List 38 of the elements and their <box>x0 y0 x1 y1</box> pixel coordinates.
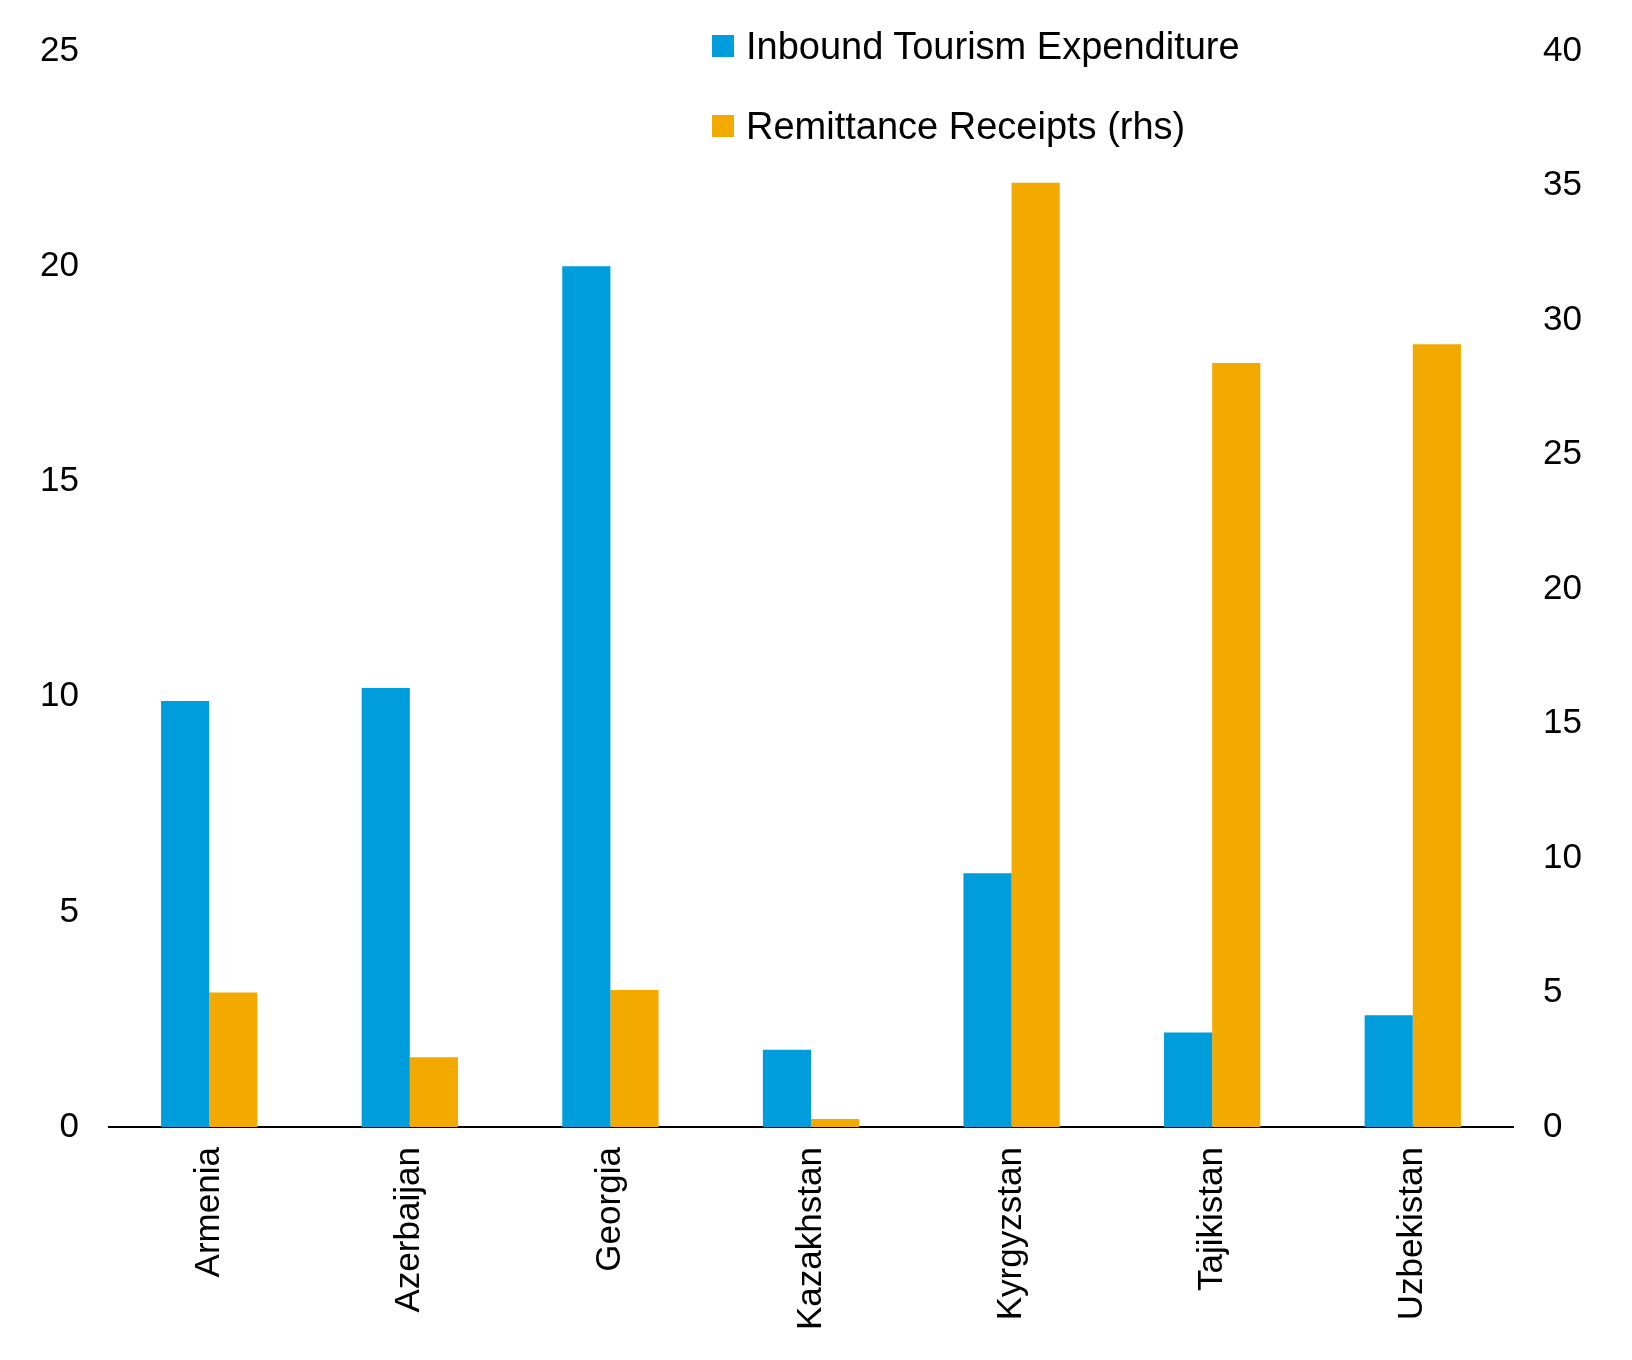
x-tick-label: Georgia <box>588 1146 628 1272</box>
bar <box>361 688 410 1128</box>
bar <box>209 992 258 1128</box>
x-tick-label: Uzbekistan <box>1390 1147 1430 1321</box>
y2-tick-label: 20 <box>1543 566 1583 606</box>
y2-tick-label: 40 <box>1543 28 1583 68</box>
bar <box>610 989 659 1128</box>
bar <box>1364 1015 1413 1128</box>
x-tick-label: Tajikistan <box>1189 1147 1229 1292</box>
y-tick-label: 10 <box>39 674 79 714</box>
x-tick-label: Kazakhstan <box>788 1147 828 1331</box>
y2-tick-label: 35 <box>1543 163 1583 203</box>
legend-label: Remittance Receipts (rhs) <box>746 104 1186 148</box>
bar <box>161 700 210 1128</box>
bar <box>963 873 1012 1128</box>
bar <box>762 1049 811 1128</box>
y-tick-label: 20 <box>39 243 79 283</box>
legend-label: Inbound Tourism Expenditure <box>746 24 1240 68</box>
y-tick-label: 0 <box>59 1104 79 1144</box>
bar <box>409 1057 458 1128</box>
y-tick-label: 25 <box>39 28 79 68</box>
y-tick-label: 15 <box>39 459 79 499</box>
y-tick-label: 5 <box>59 889 79 929</box>
bar <box>1164 1032 1213 1128</box>
x-tick-label: Kyrgyzstan <box>989 1147 1029 1321</box>
bar <box>1412 344 1461 1128</box>
x-tick-label: Armenia <box>186 1146 226 1278</box>
bar <box>811 1119 860 1128</box>
x-tick-label: Azerbaijan <box>387 1147 427 1313</box>
y2-tick-label: 10 <box>1543 835 1583 875</box>
y2-tick-label: 30 <box>1543 297 1583 337</box>
y2-tick-label: 0 <box>1543 1104 1563 1144</box>
y2-tick-label: 5 <box>1543 970 1563 1010</box>
bar <box>1011 182 1060 1128</box>
y2-tick-label: 25 <box>1543 432 1583 472</box>
bar <box>562 266 611 1128</box>
bar <box>1212 363 1261 1128</box>
y2-tick-label: 15 <box>1543 701 1583 741</box>
